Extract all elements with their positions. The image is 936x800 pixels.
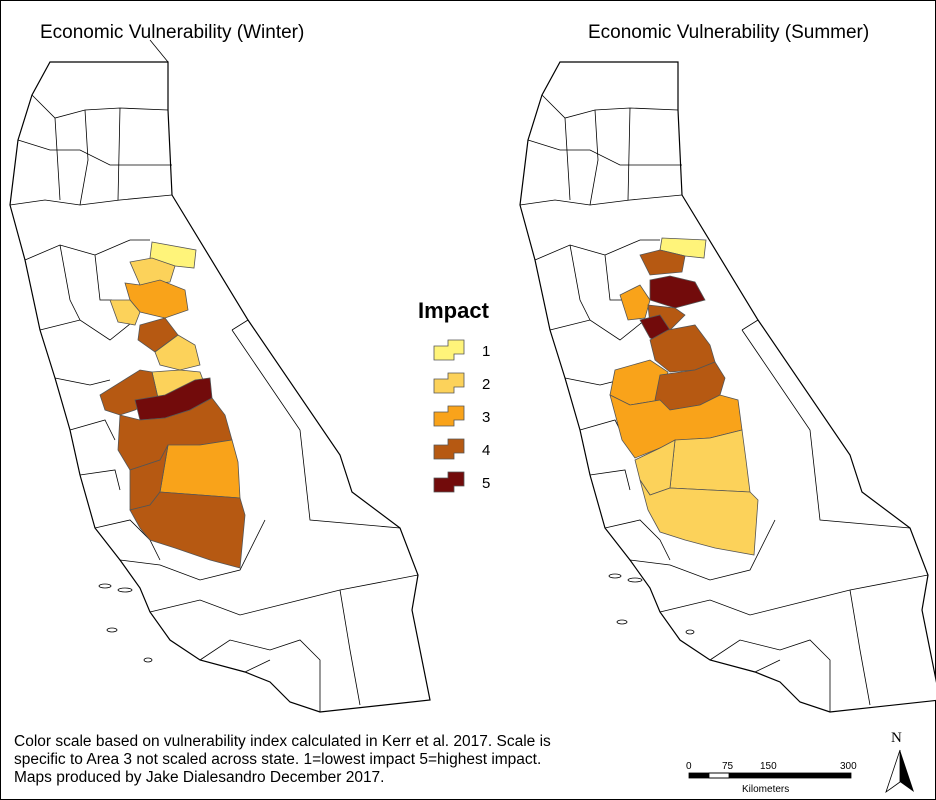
scale-tick-300: 300 — [840, 761, 857, 772]
legend-swatch-1 — [433, 339, 465, 361]
summer-state-outline — [519, 61, 936, 713]
north-label: N — [891, 730, 902, 746]
summer-map — [519, 61, 936, 713]
legend-label-3: 3 — [482, 409, 491, 426]
winter-county-lines — [9, 39, 419, 712]
summer-county-lines — [519, 94, 929, 712]
caption-line-3: Maps produced by Jake Dialesandro Decemb… — [14, 769, 385, 786]
winter-state-outline — [9, 61, 431, 713]
legend-label-4: 4 — [482, 442, 491, 459]
legend-swatch-5 — [433, 471, 465, 493]
winter-map-title: Economic Vulnerability (Winter) — [40, 22, 305, 43]
summer-impact-regions — [609, 237, 759, 556]
caption-line-2: specific to Area 3 not scaled across sta… — [14, 751, 542, 768]
legend-swatches — [433, 339, 465, 493]
winter-islands — [98, 583, 153, 663]
scale-tick-0: 0 — [686, 761, 692, 772]
winter-map — [9, 39, 431, 713]
legend-swatch-3 — [433, 405, 465, 427]
north-arrow-icon — [885, 749, 914, 794]
scale-bar — [688, 772, 852, 779]
legend-swatch-4 — [433, 438, 465, 460]
caption-line-1: Color scale based on vulnerability index… — [14, 733, 551, 750]
scale-tick-75: 75 — [722, 761, 734, 772]
summer-islands — [608, 573, 695, 635]
summer-map-title: Economic Vulnerability (Summer) — [588, 22, 870, 43]
scale-tick-150: 150 — [760, 761, 777, 772]
scale-unit: Kilometers — [742, 784, 790, 795]
legend-title: Impact — [418, 298, 489, 323]
legend-label-2: 2 — [482, 376, 491, 393]
caption: Color scale based on vulnerability index… — [14, 733, 614, 787]
legend-swatch-2 — [433, 372, 465, 394]
winter-impact-regions — [99, 241, 246, 569]
legend-label-5: 5 — [482, 475, 491, 492]
legend-label-1: 1 — [482, 343, 491, 360]
